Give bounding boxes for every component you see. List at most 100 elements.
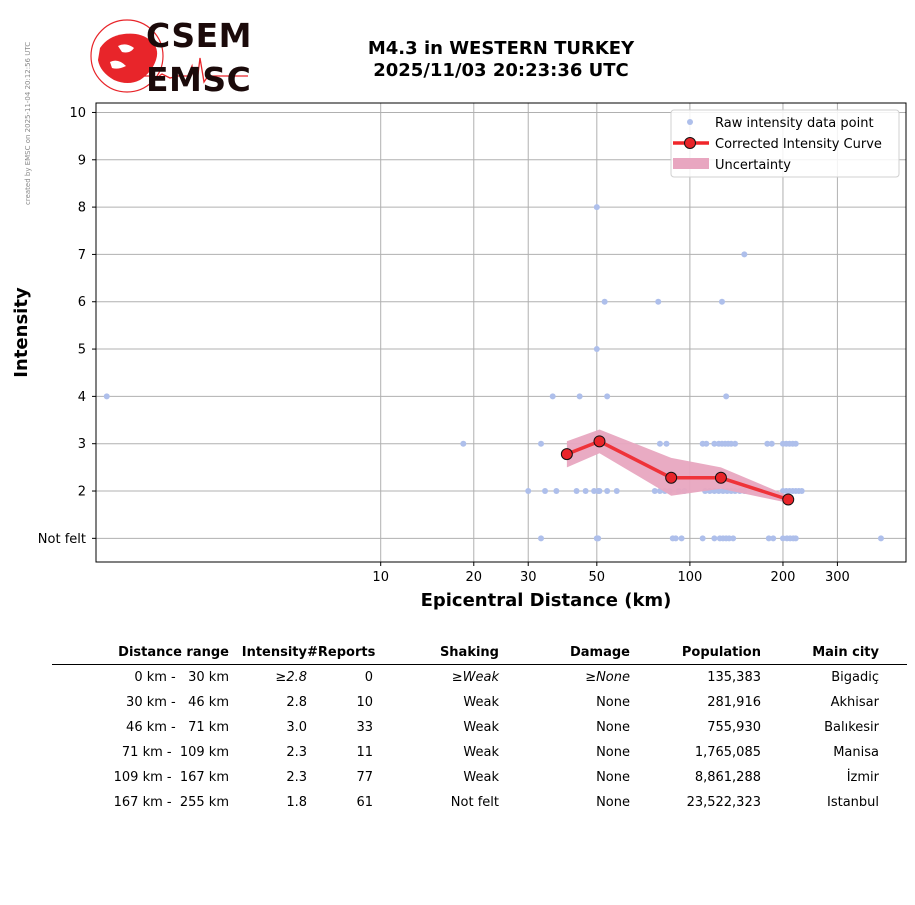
raw-data-point bbox=[730, 535, 737, 542]
table-cell: Istanbul bbox=[826, 795, 879, 810]
y-axis-label: Intensity bbox=[11, 287, 32, 378]
raw-data-point bbox=[768, 440, 775, 447]
table-header-cell: Shaking bbox=[439, 644, 499, 660]
raw-data-point bbox=[613, 488, 620, 495]
x-tick-label: 30 bbox=[520, 570, 537, 585]
table-cell: Weak bbox=[463, 745, 499, 760]
raw-data-point bbox=[703, 440, 710, 447]
table-header-cell: #Reports bbox=[307, 644, 376, 660]
y-tick-label: 7 bbox=[78, 248, 86, 263]
title-line-2: 2025/11/03 20:23:36 UTC bbox=[373, 60, 629, 81]
table-cell: 71 km - 109 km bbox=[121, 745, 229, 760]
curve-marker bbox=[714, 471, 727, 484]
table-cell: 2.3 bbox=[286, 770, 307, 785]
y-tick-label: 9 bbox=[78, 153, 86, 168]
raw-data-point bbox=[582, 488, 589, 495]
raw-data-point bbox=[538, 440, 545, 447]
table-cell: 135,383 bbox=[707, 670, 761, 685]
raw-data-point bbox=[656, 440, 663, 447]
y-tick-label: 4 bbox=[78, 390, 86, 405]
table-cell: 2.3 bbox=[286, 745, 307, 760]
table-cell: None bbox=[596, 695, 630, 710]
y-tick-label: 6 bbox=[78, 295, 86, 310]
raw-data-point bbox=[711, 440, 718, 447]
table-cell: 11 bbox=[356, 745, 373, 760]
table-cell: 755,930 bbox=[707, 720, 761, 735]
raw-data-point bbox=[732, 440, 739, 447]
raw-data-point bbox=[764, 440, 771, 447]
raw-data-point bbox=[741, 251, 748, 258]
x-tick-label: 300 bbox=[825, 570, 850, 585]
uncertainty-band bbox=[566, 429, 789, 503]
raw-data-point bbox=[538, 535, 545, 542]
raw-data-point bbox=[765, 535, 772, 542]
table-body: 0 km - 30 km ≥2.8 0 ≥Weak ≥None 135,383 Bigadi… bbox=[52, 665, 907, 815]
raw-data-point bbox=[604, 488, 611, 495]
table-cell: 167 km - 255 km bbox=[113, 795, 229, 810]
legend-raw-marker bbox=[687, 119, 693, 125]
table-row: 0 km - 30 km ≥2.8 0 ≥Weak ≥None 135,383 Bigadi… bbox=[52, 665, 907, 690]
raw-data-point bbox=[792, 440, 799, 447]
table-cell: 23,522,323 bbox=[686, 795, 761, 810]
raw-data-point bbox=[542, 488, 549, 495]
y-tick-label: 10 bbox=[69, 106, 86, 121]
table-cell: ≥Weak bbox=[451, 670, 499, 685]
table-row: 30 km - 46 km 2.8 10 Weak None 281,916 Akhisar bbox=[52, 690, 907, 715]
table-cell: None bbox=[596, 795, 630, 810]
table-cell: 0 bbox=[364, 670, 373, 685]
table-cell: 8,861,288 bbox=[694, 770, 761, 785]
raw-data-point bbox=[655, 298, 662, 305]
x-tick-label: 200 bbox=[771, 570, 796, 585]
table-cell: Weak bbox=[463, 770, 499, 785]
y-tick-label: 5 bbox=[78, 343, 86, 358]
x-tick-label: 50 bbox=[589, 570, 606, 585]
raw-data-point bbox=[549, 393, 556, 400]
table-cell: Bigadiç bbox=[831, 670, 879, 685]
table-cell: 30 km - 46 km bbox=[126, 695, 229, 710]
table-header-cell: Population bbox=[681, 644, 761, 660]
raw-data-point bbox=[672, 535, 679, 542]
logo-text-top: CSEM bbox=[146, 16, 252, 55]
table-cell: 77 bbox=[356, 770, 373, 785]
raw-data-point bbox=[798, 488, 805, 495]
y-tick-label: 2 bbox=[78, 485, 86, 500]
legend-label: Uncertainty bbox=[715, 158, 791, 173]
globe-logo-icon bbox=[90, 19, 248, 93]
raw-data-point bbox=[525, 488, 532, 495]
raw-data-point bbox=[678, 535, 685, 542]
raw-data-point bbox=[718, 298, 725, 305]
title-line-1: M4.3 in WESTERN TURKEY bbox=[367, 38, 635, 59]
table-header-cell: Damage bbox=[569, 644, 630, 660]
table-cell: None bbox=[596, 720, 630, 735]
raw-data-point bbox=[593, 204, 600, 211]
table-cell: 33 bbox=[356, 720, 373, 735]
table-cell: Weak bbox=[463, 695, 499, 710]
raw-data-point bbox=[595, 535, 602, 542]
table-header-cell: Distance range bbox=[118, 644, 229, 660]
table-cell: Balıkesir bbox=[824, 720, 879, 735]
table-cell: İzmir bbox=[846, 770, 879, 785]
table-cell: 61 bbox=[356, 795, 373, 810]
raw-data-point bbox=[877, 535, 884, 542]
intensity-chart: 10 20 30 50 100 200 300 Not felt 2 3 4 5 6 7 8 9 10 Epice… bbox=[11, 102, 907, 611]
raw-data-point bbox=[770, 535, 777, 542]
table-cell: ≥2.8 bbox=[275, 670, 307, 685]
y-tick-label: 8 bbox=[78, 201, 86, 216]
table-cell: 109 km - 167 km bbox=[113, 770, 229, 785]
raw-data-point bbox=[715, 488, 722, 495]
raw-data-point bbox=[663, 440, 670, 447]
raw-data-point bbox=[103, 393, 110, 400]
raw-data-point bbox=[651, 488, 658, 495]
table-cell: 1,765,085 bbox=[694, 745, 761, 760]
table-header: Distance range Intensity #Reports Shaking Da… bbox=[52, 640, 907, 665]
raw-data-point bbox=[699, 535, 706, 542]
table-cell: 1.8 bbox=[286, 795, 307, 810]
legend-label: Raw intensity data point bbox=[715, 116, 874, 131]
raw-data-point bbox=[553, 488, 560, 495]
table-cell: 3.0 bbox=[286, 720, 307, 735]
table-cell: Not felt bbox=[450, 795, 499, 810]
table-cell: Akhisar bbox=[830, 695, 879, 710]
curve-marker bbox=[560, 448, 573, 461]
raw-data-point bbox=[604, 393, 611, 400]
raw-data-point bbox=[601, 298, 608, 305]
